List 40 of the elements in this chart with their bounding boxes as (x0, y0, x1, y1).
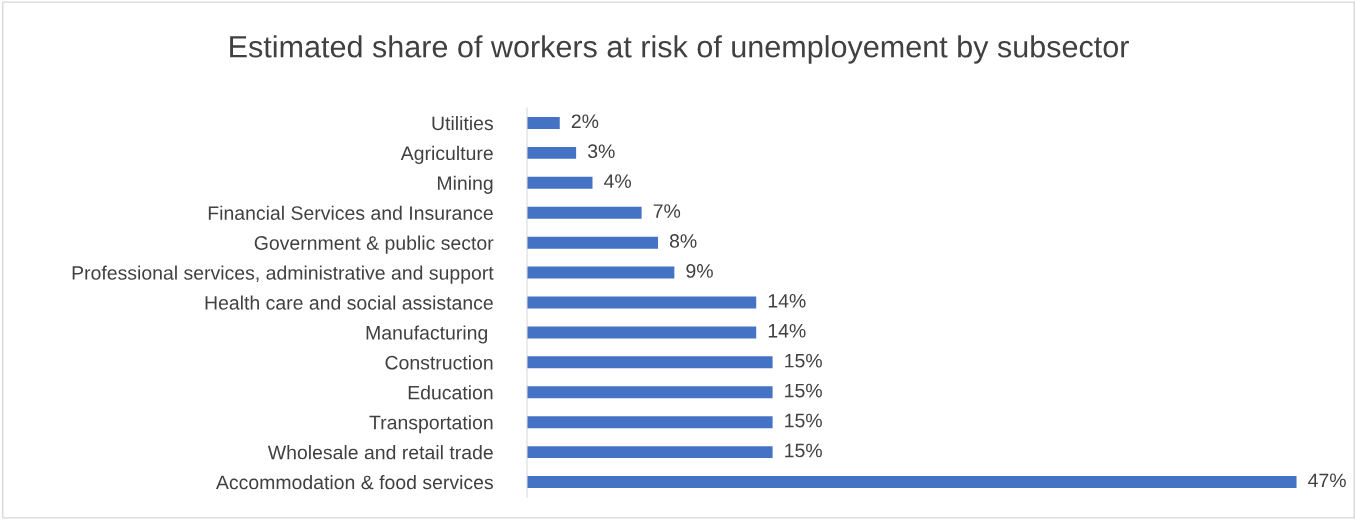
data-label: 2% (571, 114, 599, 129)
bar (527, 356, 773, 369)
y-tick-label: Professional services, administrative and support (72, 265, 494, 284)
bar (527, 326, 757, 339)
y-tick-label: Utilities (432, 115, 493, 131)
data-label: 15% (785, 443, 822, 458)
bar (527, 266, 675, 279)
bar (527, 206, 642, 219)
bar (527, 446, 773, 459)
data-label: 7% (653, 204, 681, 218)
bar (527, 236, 658, 249)
data-label: 15% (785, 383, 822, 398)
bar (527, 116, 560, 129)
y-tick-label: Mining (437, 175, 493, 194)
data-label: 47% (1308, 473, 1346, 488)
y-tick-label: Agriculture (400, 145, 493, 164)
data-label: 15% (785, 413, 822, 428)
y-tick-label: Manufacturing (366, 325, 488, 344)
data-label: 9% (686, 264, 713, 278)
bar (527, 476, 1297, 489)
bar (527, 416, 773, 429)
y-tick-label: Education (408, 385, 493, 400)
y-tick-label: Wholesale and retail trade (267, 445, 493, 460)
chart-title: Estimated share of workers at risk of unemployement by subsector (230, 35, 1129, 64)
data-label: 15% (785, 353, 822, 368)
data-label: 4% (604, 174, 632, 188)
y-tick-label: Health care and social assistance (205, 295, 493, 310)
y-tick-label: Transportation (369, 415, 493, 434)
bar (527, 296, 757, 309)
y-tick-label: Construction (385, 355, 493, 370)
bar (527, 386, 773, 399)
bar (527, 176, 593, 189)
bar (527, 146, 577, 159)
data-label: 3% (587, 144, 615, 159)
y-tick-label: Financial Services and Insurance (208, 205, 493, 220)
y-tick-label: Government & public sector (254, 235, 494, 254)
data-label: 14% (768, 323, 806, 338)
y-tick-label: Accommodation & food services (215, 474, 493, 490)
data-label: 14% (768, 294, 806, 308)
data-label: 8% (669, 234, 697, 248)
